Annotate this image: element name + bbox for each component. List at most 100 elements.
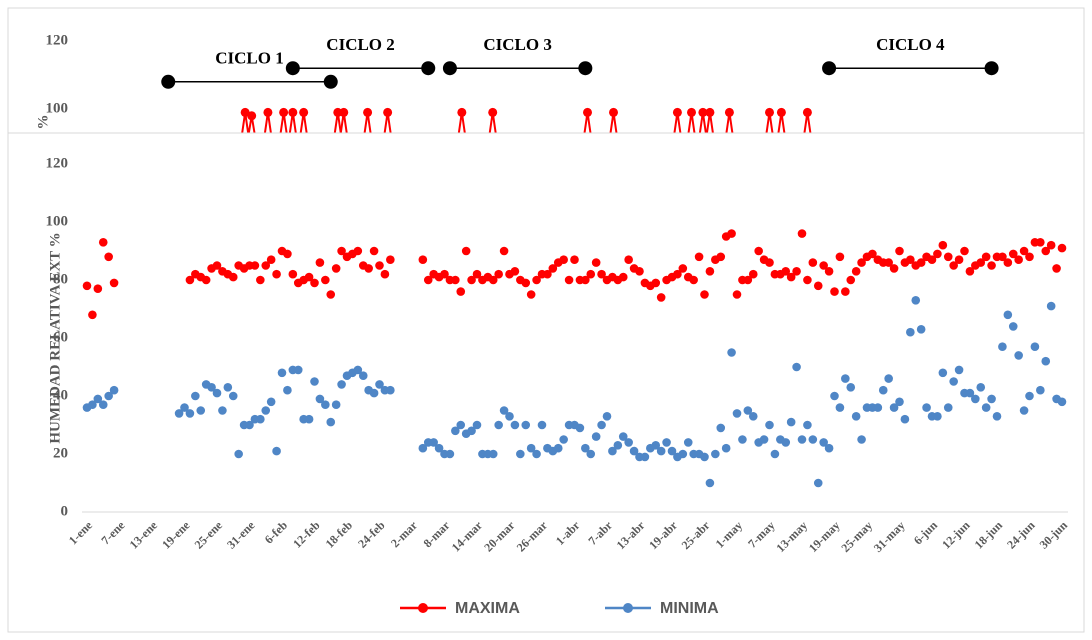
data-point bbox=[916, 258, 926, 267]
data-point bbox=[943, 403, 953, 412]
data-point bbox=[575, 423, 585, 433]
spike-marker bbox=[383, 107, 393, 117]
data-point bbox=[835, 403, 845, 412]
cycle-end bbox=[984, 61, 999, 76]
y-tick-label: 120 bbox=[46, 32, 69, 48]
data-point bbox=[1025, 252, 1034, 262]
data-point bbox=[261, 261, 271, 270]
data-point bbox=[835, 252, 845, 262]
data-point bbox=[803, 275, 812, 285]
spike-marker bbox=[776, 107, 786, 117]
cycle-end bbox=[822, 61, 837, 76]
spike-marker bbox=[802, 107, 812, 117]
data-point bbox=[310, 377, 319, 386]
data-point bbox=[326, 290, 336, 299]
cycle-label: CICLO 3 bbox=[483, 35, 551, 54]
data-point bbox=[965, 388, 975, 398]
data-point bbox=[499, 246, 509, 256]
data-point bbox=[180, 403, 189, 412]
data-point bbox=[841, 287, 850, 296]
data-point bbox=[212, 388, 222, 398]
data-point bbox=[656, 446, 666, 456]
data-point bbox=[1025, 391, 1034, 401]
data-point bbox=[618, 272, 628, 282]
data-point bbox=[93, 394, 103, 404]
y-tick-label: 80 bbox=[53, 271, 68, 287]
data-point bbox=[933, 412, 942, 421]
data-point bbox=[824, 267, 834, 276]
data-point bbox=[586, 269, 596, 279]
data-point bbox=[564, 275, 574, 285]
spike-marker bbox=[609, 107, 618, 117]
data-point bbox=[608, 446, 617, 456]
legend-marker bbox=[418, 603, 428, 613]
data-point bbox=[1008, 322, 1018, 331]
data-point bbox=[488, 275, 498, 285]
data-point bbox=[1014, 351, 1023, 360]
data-point bbox=[234, 449, 243, 459]
spike-marker bbox=[299, 107, 309, 117]
data-point bbox=[803, 420, 812, 430]
data-point bbox=[911, 296, 921, 305]
data-point bbox=[884, 258, 893, 267]
data-point bbox=[185, 409, 195, 418]
data-point bbox=[451, 275, 460, 285]
data-point bbox=[906, 255, 915, 264]
spike-marker bbox=[672, 107, 682, 117]
data-point bbox=[104, 391, 113, 401]
data-point bbox=[196, 406, 206, 415]
data-point bbox=[998, 342, 1007, 352]
data-point bbox=[386, 385, 395, 395]
data-point bbox=[570, 255, 579, 264]
data-point bbox=[266, 255, 276, 264]
data-point bbox=[700, 290, 709, 299]
data-point bbox=[971, 394, 980, 404]
data-point bbox=[851, 412, 861, 421]
data-point bbox=[337, 246, 346, 256]
data-point bbox=[337, 380, 346, 389]
data-point bbox=[933, 249, 942, 259]
data-point bbox=[754, 246, 763, 256]
data-point bbox=[494, 269, 503, 279]
cycle-end bbox=[285, 61, 300, 76]
data-point bbox=[700, 452, 709, 462]
data-point bbox=[624, 438, 633, 447]
data-point bbox=[331, 264, 341, 273]
data-point bbox=[851, 267, 861, 276]
y-tick-label: 40 bbox=[53, 387, 68, 403]
data-point bbox=[797, 435, 807, 444]
data-point bbox=[488, 449, 498, 459]
data-point bbox=[418, 443, 428, 453]
data-point bbox=[174, 409, 184, 418]
data-point bbox=[218, 406, 227, 415]
data-point bbox=[727, 348, 736, 357]
data-point bbox=[781, 267, 791, 276]
data-point bbox=[895, 246, 904, 256]
data-point bbox=[629, 446, 639, 456]
data-point bbox=[830, 391, 839, 401]
data-point bbox=[597, 420, 606, 430]
y-tick-label: 60 bbox=[53, 329, 68, 345]
data-point bbox=[1003, 310, 1013, 320]
data-point bbox=[353, 365, 363, 375]
data-point bbox=[375, 261, 384, 270]
data-point bbox=[976, 383, 986, 392]
data-point bbox=[748, 412, 758, 421]
data-point bbox=[245, 420, 254, 430]
data-point bbox=[927, 255, 937, 264]
data-point bbox=[109, 385, 119, 395]
data-point bbox=[104, 252, 113, 262]
data-point bbox=[1057, 397, 1067, 407]
data-point bbox=[786, 272, 796, 282]
data-point bbox=[716, 423, 726, 433]
data-point bbox=[353, 246, 363, 256]
data-point bbox=[1041, 356, 1051, 366]
data-point bbox=[543, 269, 552, 279]
data-point bbox=[521, 278, 531, 288]
data-point bbox=[510, 420, 520, 430]
data-point bbox=[369, 246, 379, 256]
data-point bbox=[288, 269, 298, 279]
data-point bbox=[228, 272, 238, 282]
cycle-end bbox=[323, 74, 338, 89]
